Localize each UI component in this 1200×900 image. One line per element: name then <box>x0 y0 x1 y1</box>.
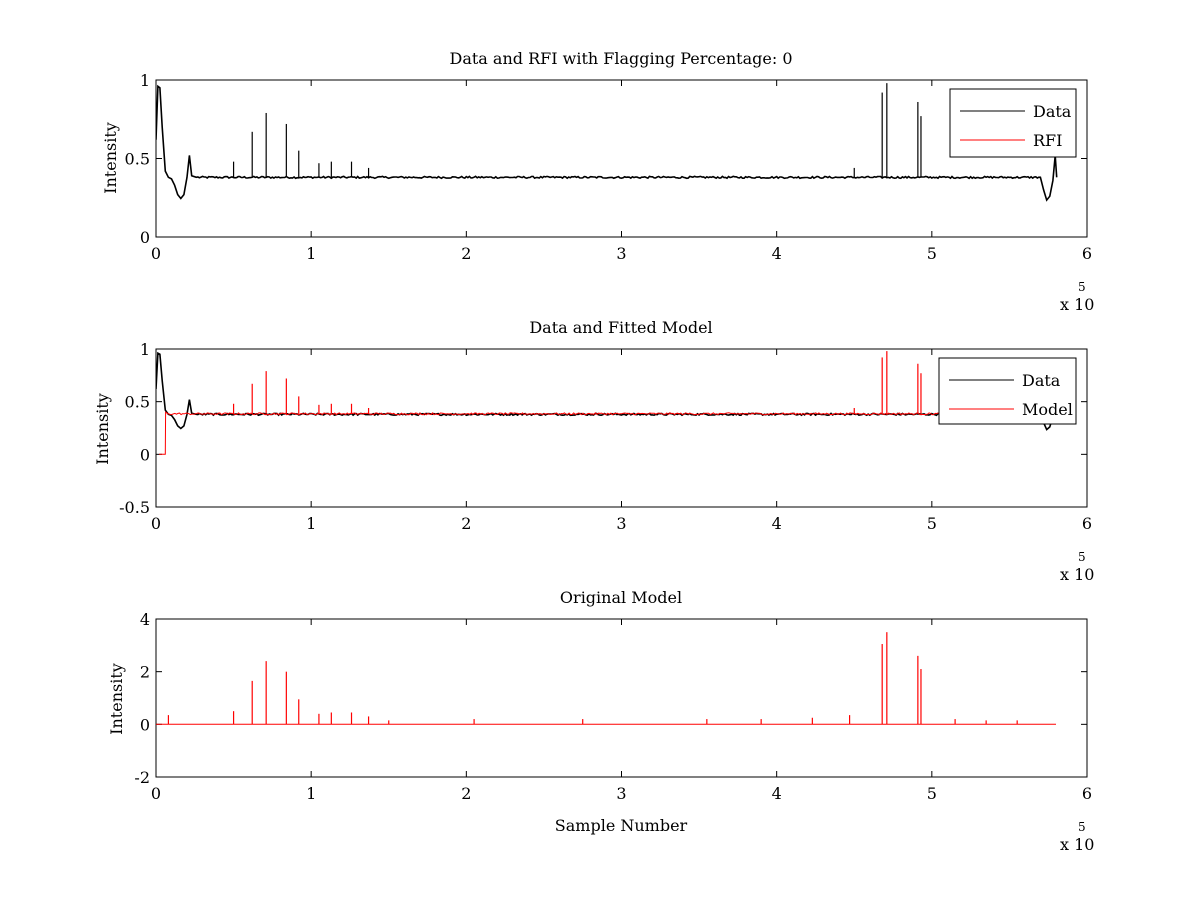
y-tick-label: 0 <box>140 228 150 247</box>
x-tick-label: 0 <box>151 514 161 533</box>
y-tick-label: -2 <box>134 768 150 787</box>
x-tick-label: 3 <box>616 784 626 803</box>
plot-area <box>156 83 1058 202</box>
x-tick-label: 2 <box>461 244 471 263</box>
panel-title: Original Model <box>560 588 682 607</box>
x-tick-label: 4 <box>772 244 782 263</box>
legend-label-data: Data <box>1033 102 1072 121</box>
y-tick-label: 0 <box>140 715 150 734</box>
series-line-model <box>159 411 1057 455</box>
x-tick-label: 6 <box>1082 244 1092 263</box>
panel-fitted-model: Data and Fitted Model Intensity x 10 5 0… <box>93 318 1094 584</box>
panel-title: Data and Fitted Model <box>529 318 712 337</box>
panel-title: Data and RFI with Flagging Percentage: 0 <box>449 49 792 68</box>
legend-label-model: Model <box>1022 400 1073 419</box>
panel-rfi-flagging: Data and RFI with Flagging Percentage: 0… <box>101 49 1094 314</box>
axes-frame <box>155 618 1088 778</box>
y-axis-label: Intensity <box>93 393 112 465</box>
x-exponent-label: 5 <box>1078 550 1086 564</box>
x-multiplier-label: x 10 <box>1060 295 1094 314</box>
x-tick-label: 1 <box>306 244 316 263</box>
x-tick-label: 0 <box>151 784 161 803</box>
x-tick-label: 2 <box>461 784 471 803</box>
x-tick-label: 5 <box>927 784 937 803</box>
x-exponent-label: 5 <box>1078 280 1086 294</box>
x-tick-label: 4 <box>772 784 782 803</box>
series-line-data <box>156 84 1058 202</box>
panel-original-model: Original Model Intensity Sample Number x… <box>107 588 1094 854</box>
legend: Data RFI <box>949 88 1077 158</box>
y-axis-label: Intensity <box>107 663 126 735</box>
x-tick-label: 6 <box>1082 784 1092 803</box>
legend: Data Model <box>938 357 1077 425</box>
x-tick-label: 1 <box>306 784 316 803</box>
x-tick-label: 5 <box>927 244 937 263</box>
y-tick-label: 2 <box>140 663 150 682</box>
axes-frame <box>155 79 1088 238</box>
legend-label-rfi: RFI <box>1033 131 1062 150</box>
x-multiplier-label: x 10 <box>1060 835 1094 854</box>
y-tick-label: 1 <box>140 340 150 359</box>
y-tick-label: 0 <box>140 445 150 464</box>
y-tick-label: -0.5 <box>119 498 150 517</box>
plot-area <box>156 351 1058 455</box>
legend-label-data: Data <box>1022 371 1061 390</box>
y-axis-label: Intensity <box>101 122 120 194</box>
plot-area <box>156 632 1056 725</box>
y-tick-label: 0.5 <box>125 150 150 169</box>
x-tick-label: 1 <box>306 514 316 533</box>
x-tick-label: 0 <box>151 244 161 263</box>
x-exponent-label: 5 <box>1078 820 1086 834</box>
x-tick-label: 4 <box>772 514 782 533</box>
legend-box <box>949 88 1077 158</box>
y-tick-label: 4 <box>140 610 150 629</box>
x-tick-label: 3 <box>616 514 626 533</box>
x-axis-label: Sample Number <box>555 816 688 835</box>
x-tick-label: 6 <box>1082 514 1092 533</box>
x-tick-label: 5 <box>927 514 937 533</box>
y-tick-label: 1 <box>140 71 150 90</box>
legend-box <box>938 357 1077 425</box>
x-tick-label: 3 <box>616 244 626 263</box>
axes-frame <box>155 348 1088 508</box>
y-tick-label: 0.5 <box>125 393 150 412</box>
x-multiplier-label: x 10 <box>1060 565 1094 584</box>
x-tick-label: 2 <box>461 514 471 533</box>
